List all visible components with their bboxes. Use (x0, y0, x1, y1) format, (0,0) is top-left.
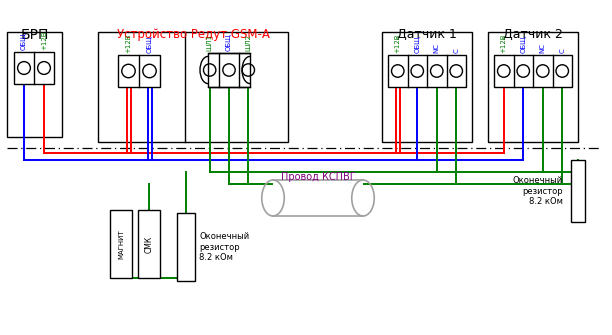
Bar (110, 210, 132, 278)
Text: +12В: +12В (501, 34, 507, 53)
Text: ОБЩ: ОБЩ (226, 33, 232, 51)
Text: ШЛ1: ШЛ1 (207, 34, 212, 51)
Text: Оконечный
резистор
8.2 кОм: Оконечный резистор 8.2 кОм (199, 232, 249, 262)
Bar (488, 32, 578, 142)
Text: Датчик 2: Датчик 2 (503, 28, 563, 41)
Text: Датчик 1: Датчик 1 (397, 28, 457, 41)
Bar (118, 55, 160, 87)
Text: C: C (559, 48, 565, 53)
Bar (177, 213, 195, 281)
Bar (138, 210, 160, 278)
Text: +12В: +12В (395, 34, 401, 53)
Text: NC: NC (540, 43, 546, 53)
Text: NC: NC (434, 43, 440, 53)
Text: ОБЩ: ОБЩ (146, 35, 152, 53)
Text: Провод КСПВГ: Провод КСПВГ (281, 172, 356, 182)
Text: ОБЩ: ОБЩ (520, 35, 526, 53)
Bar (571, 160, 585, 222)
Text: СМК: СМК (144, 236, 154, 253)
Bar (382, 32, 472, 142)
Bar (208, 53, 250, 87)
Text: Устройство Редут GSM-А: Устройство Редут GSM-А (116, 28, 269, 41)
Text: ОБЩ: ОБЩ (414, 35, 420, 53)
Bar (7, 32, 62, 137)
Bar (14, 52, 54, 84)
Text: +12В: +12В (41, 30, 47, 50)
Bar (388, 55, 466, 87)
Bar (273, 180, 363, 216)
Text: БРП: БРП (20, 28, 49, 42)
Text: C: C (453, 48, 459, 53)
Bar (98, 32, 288, 142)
Text: ОБЩ: ОБЩ (21, 32, 27, 50)
Text: +12В: +12В (125, 34, 132, 53)
Bar (494, 55, 572, 87)
Text: МАГНИТ: МАГНИТ (118, 229, 124, 259)
Text: ШЛ2: ШЛ2 (245, 34, 252, 51)
Text: Оконечный
резистор
8.2 кОм: Оконечный резистор 8.2 кОм (513, 176, 563, 206)
